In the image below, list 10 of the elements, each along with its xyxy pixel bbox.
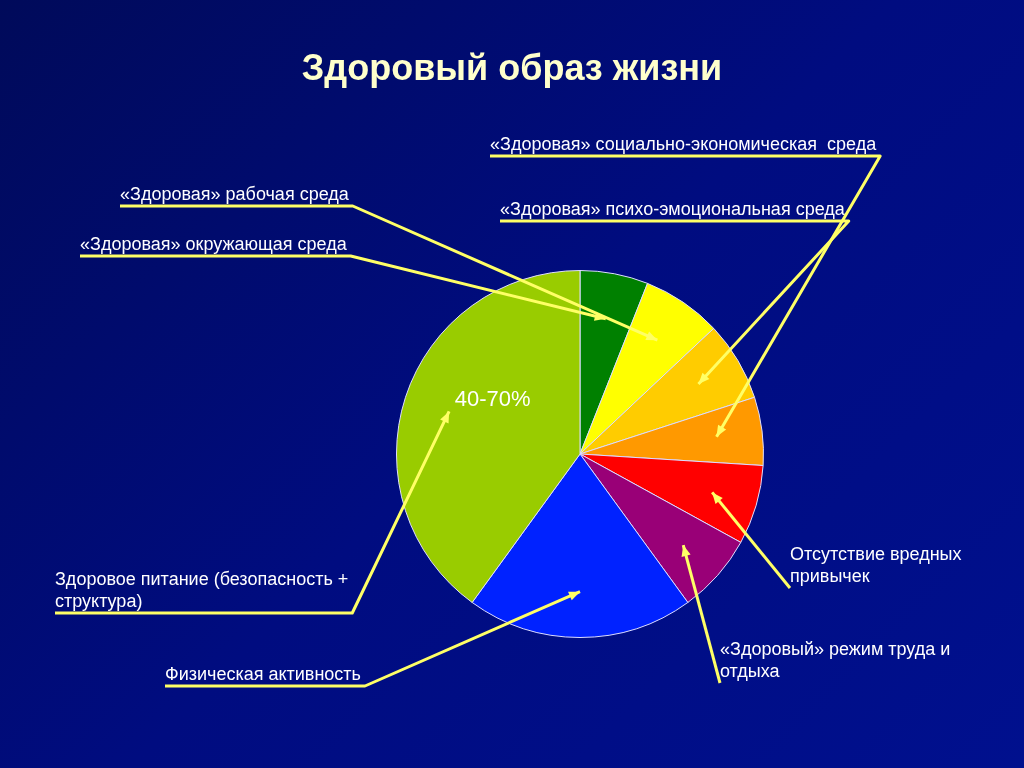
slice-label: «Здоровая» социально-экономическая среда: [490, 134, 878, 154]
slice-label: «Здоровая» окружающая среда: [80, 234, 348, 254]
slice-label: Физическая активность: [165, 664, 361, 684]
data-label: 40-70%: [454, 385, 531, 411]
slice-label: «Здоровый» режим труда и отдыха: [720, 639, 951, 681]
slice-label: Здоровое питание (безопасность + структура): [55, 569, 349, 611]
slice-label: Отсутствие вредных привычек: [790, 544, 962, 586]
slice-label: «Здоровая» рабочая среда: [120, 184, 350, 204]
slice-label: «Здоровая» психо-эмоциональная среда: [500, 199, 846, 219]
chart-title: Здоровый образ жизни: [301, 46, 723, 88]
